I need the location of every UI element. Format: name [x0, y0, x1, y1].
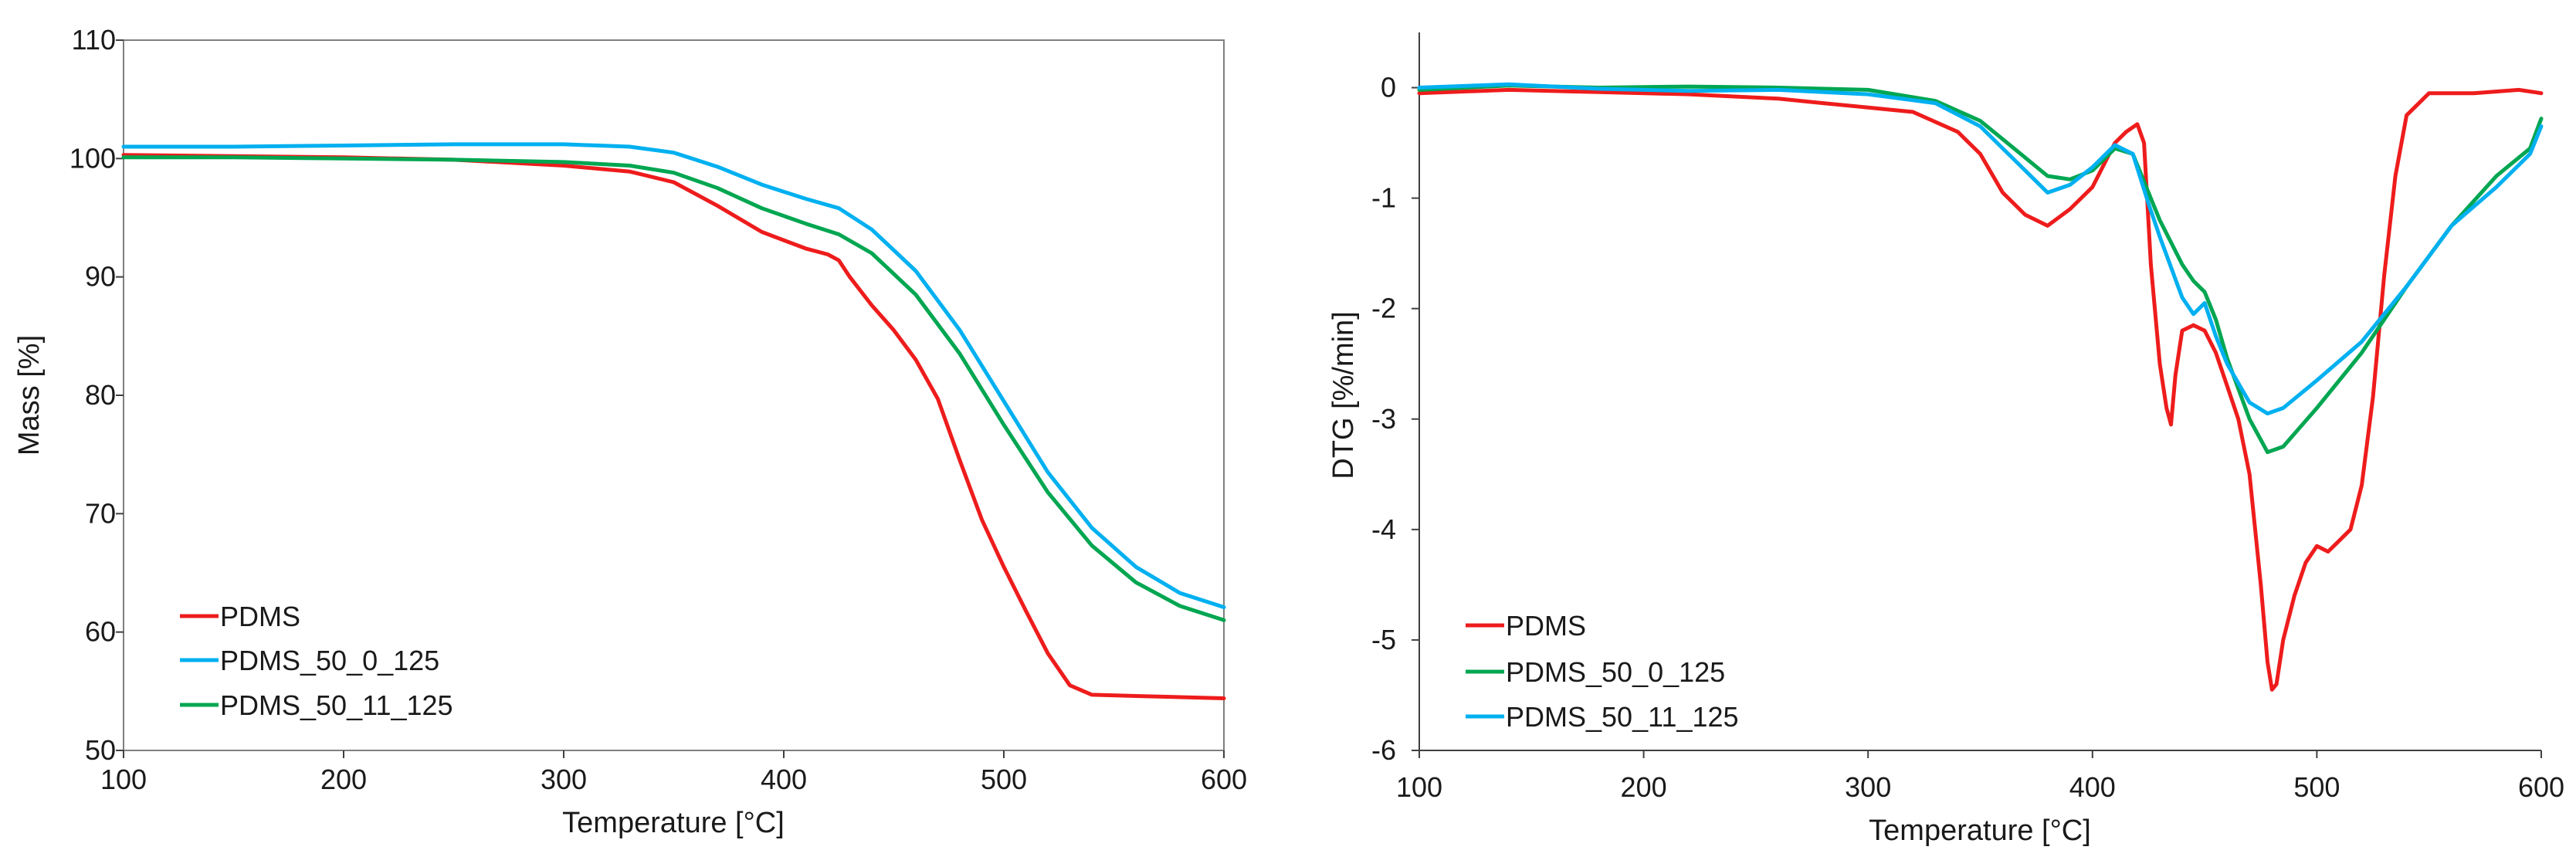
mass-x-axis: 100 200 300 400 500 600 — [100, 750, 1247, 795]
dtg-x-axis-title: Temperature [°C] — [1869, 815, 2091, 847]
dtg-series-line-pdms — [1417, 87, 2544, 692]
dtg-series-group — [1417, 82, 2544, 692]
dtg-legend-label-pdms: PDMS — [1506, 610, 1586, 642]
dtg-y-tick-label: 0 — [1381, 72, 1396, 103]
mass-series-line-pdms — [121, 153, 1226, 700]
mass-y-tick-label: 80 — [85, 379, 116, 411]
dtg-x-tick-label: 600 — [2518, 771, 2564, 803]
dtg-y-axis: -6 -5 -4 -3 -2 -1 0 — [1371, 32, 1420, 766]
mass-legend-label-pdms-50-0-125: PDMS_50_0_125 — [220, 645, 439, 676]
mass-y-tick-label: 60 — [85, 616, 116, 648]
chart-mass: 50 60 70 80 90 100 110 100 200 300 400 500 600 Temp… — [13, 24, 1247, 839]
mass-series-line-pdms-50-0-125 — [121, 142, 1226, 609]
mass-x-tick-label: 600 — [1201, 764, 1247, 795]
mass-y-tick-label: 70 — [85, 497, 116, 529]
dtg-x-axis: 100 200 300 400 500 600 — [1396, 750, 2564, 803]
mass-y-tick-label: 90 — [85, 261, 116, 293]
dtg-y-tick-label: -4 — [1371, 513, 1396, 545]
mass-series-group — [121, 142, 1226, 700]
mass-x-tick-label: 400 — [761, 764, 807, 795]
dtg-x-tick-label: 300 — [1845, 771, 1891, 803]
mass-y-axis-title: Mass [%] — [13, 335, 46, 456]
dtg-x-tick-label: 500 — [2293, 771, 2340, 803]
dtg-legend: PDMS PDMS_50_0_125 PDMS_50_11_125 — [1466, 610, 1739, 733]
mass-x-tick-label: 200 — [320, 764, 367, 795]
dtg-y-tick-label: -5 — [1371, 624, 1396, 655]
dtg-y-tick-label: -2 — [1371, 293, 1396, 324]
dtg-legend-label-pdms-50-11-125: PDMS_50_11_125 — [1506, 701, 1739, 733]
dtg-y-axis-title: DTG [%/min] — [1327, 311, 1360, 479]
dtg-x-tick-label: 100 — [1396, 771, 1442, 803]
mass-legend-label-pdms: PDMS — [220, 601, 300, 632]
mass-x-tick-label: 100 — [100, 764, 147, 795]
dtg-series-line-pdms-50-11-125 — [1417, 82, 2544, 416]
chart-dtg: -6 -5 -4 -3 -2 -1 0 100 200 300 400 500 600 Tempera… — [1327, 32, 2564, 847]
mass-x-tick-label: 500 — [981, 764, 1027, 795]
dtg-y-tick-label: -3 — [1371, 403, 1396, 435]
mass-legend: PDMS PDMS_50_0_125 PDMS_50_11_125 — [180, 601, 453, 721]
dtg-x-tick-label: 400 — [2069, 771, 2116, 803]
mass-series-line-pdms-50-11-125 — [121, 155, 1226, 622]
mass-x-tick-label: 300 — [541, 764, 587, 795]
dtg-y-tick-label: -1 — [1371, 182, 1396, 214]
mass-y-axis: 50 60 70 80 90 100 110 — [69, 24, 124, 766]
dtg-x-tick-label: 200 — [1621, 771, 1667, 803]
mass-y-tick-label: 100 — [69, 142, 116, 174]
mass-y-tick-label: 50 — [85, 734, 116, 766]
dtg-legend-label-pdms-50-0-125: PDMS_50_0_125 — [1506, 656, 1725, 688]
mass-legend-label-pdms-50-11-125: PDMS_50_11_125 — [220, 689, 453, 721]
dtg-y-tick-label: -6 — [1371, 734, 1396, 766]
dtg-series-line-pdms-50-0-125 — [1417, 83, 2544, 455]
mass-y-tick-label: 110 — [72, 24, 116, 56]
mass-x-axis-title: Temperature [°C] — [562, 807, 785, 839]
